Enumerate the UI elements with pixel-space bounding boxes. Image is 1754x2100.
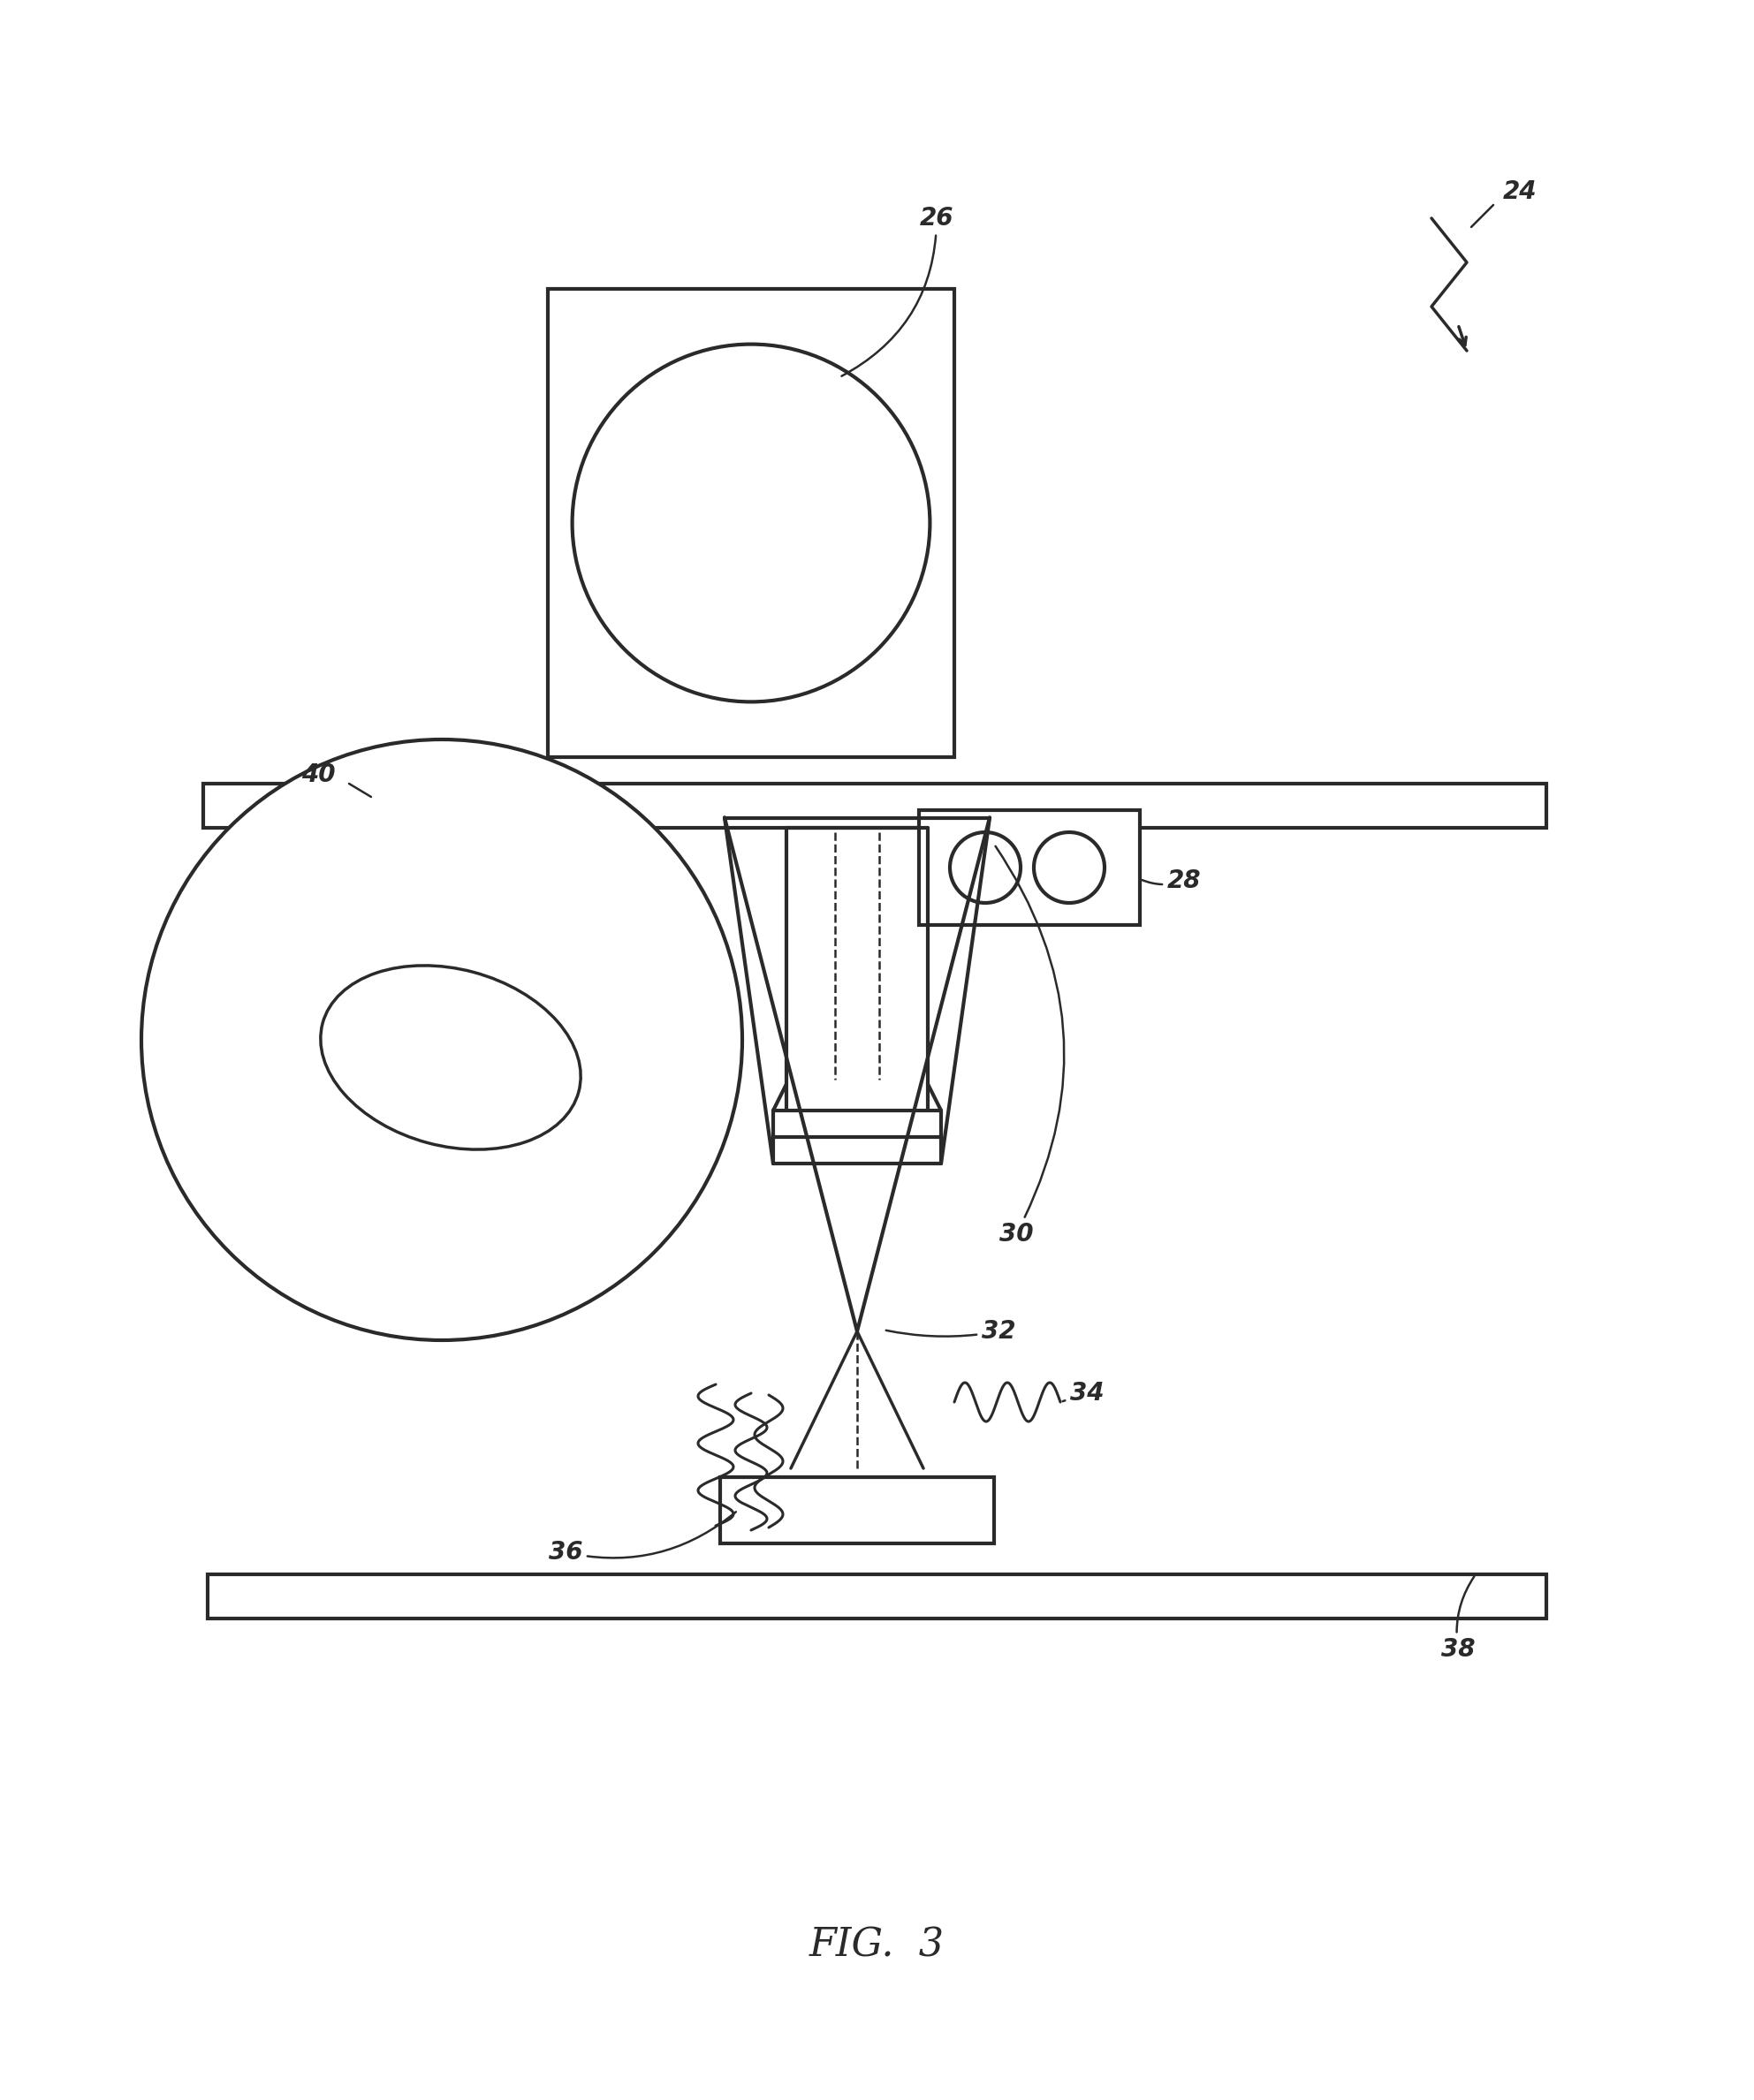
Text: 26: 26 [842, 206, 954, 376]
Circle shape [572, 344, 930, 701]
Text: 24: 24 [1503, 179, 1537, 204]
Text: 32: 32 [886, 1319, 1016, 1344]
Bar [207, 1575, 1547, 1619]
Ellipse shape [321, 966, 581, 1149]
Text: FIG.  3: FIG. 3 [809, 1926, 944, 1964]
Circle shape [1033, 832, 1105, 903]
Text: 30: 30 [996, 846, 1065, 1247]
Bar [919, 811, 1140, 924]
Bar [547, 290, 954, 758]
Bar [721, 1476, 995, 1544]
Text: 34: 34 [1063, 1382, 1103, 1405]
Text: 38: 38 [1442, 1577, 1475, 1661]
Circle shape [951, 832, 1021, 903]
Circle shape [142, 739, 742, 1340]
Text: 28: 28 [1142, 869, 1201, 892]
Text: 36: 36 [549, 1512, 737, 1564]
Bar [203, 783, 1547, 827]
Text: 40: 40 [302, 762, 335, 788]
